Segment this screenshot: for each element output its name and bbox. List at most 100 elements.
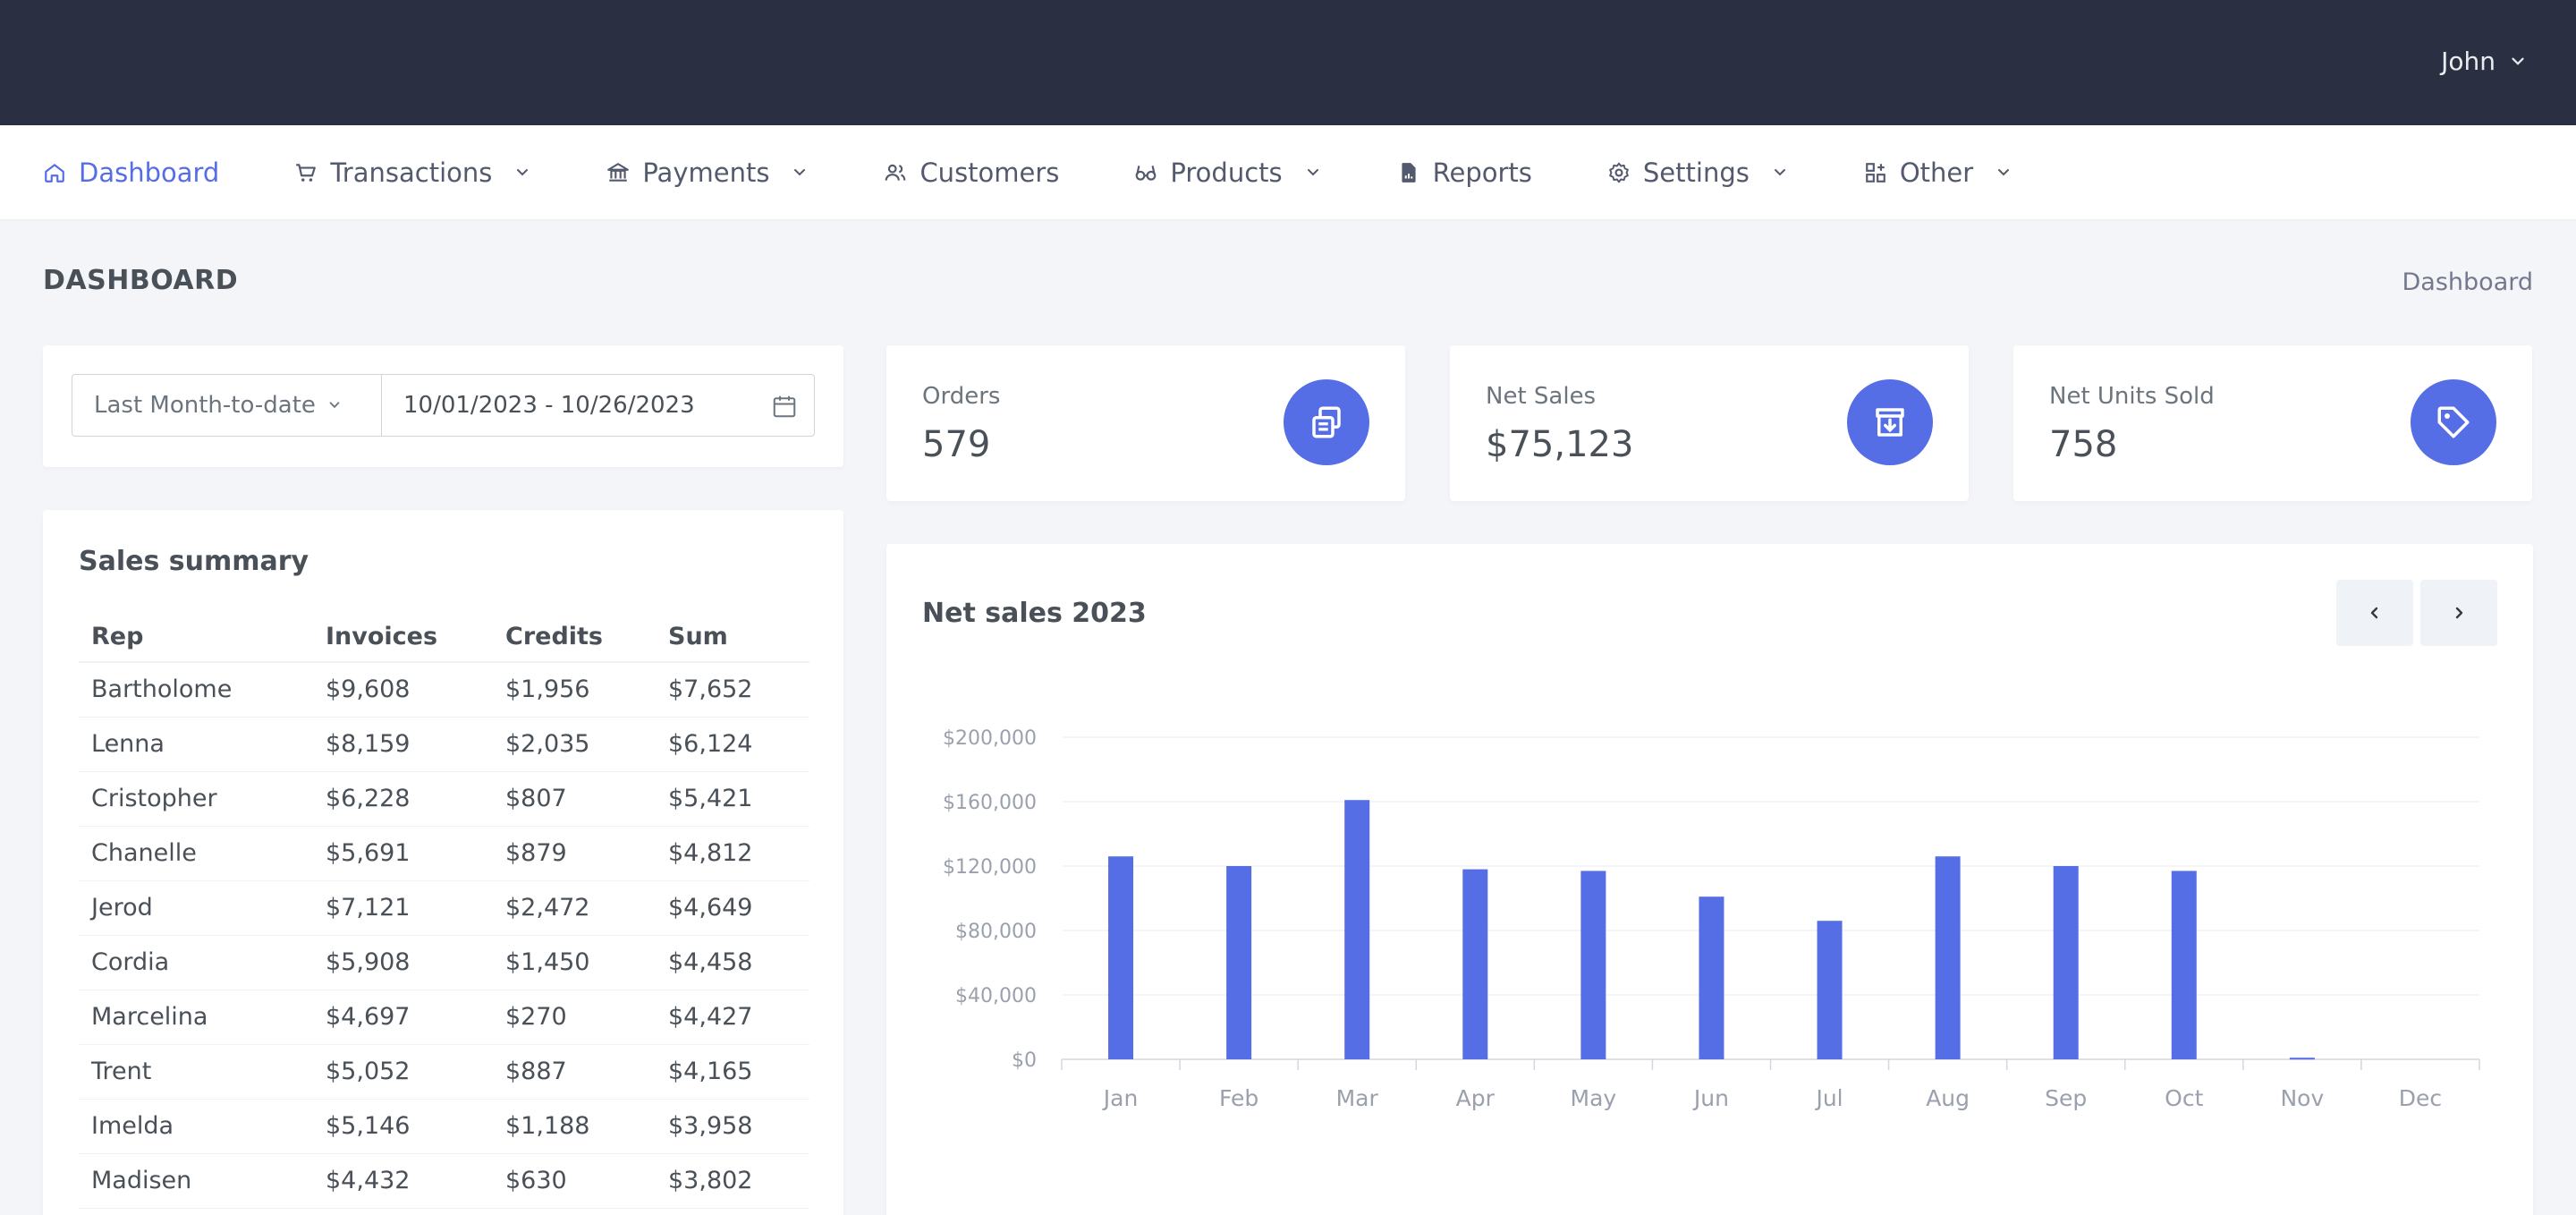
tag-icon bbox=[2411, 379, 2496, 465]
nav-item-customers[interactable]: Customers bbox=[884, 157, 1059, 188]
report-file-icon bbox=[1397, 161, 1420, 184]
bar-jun bbox=[1699, 896, 1724, 1059]
table-cell: $5,691 bbox=[313, 826, 493, 881]
chevron-left-icon bbox=[2370, 607, 2378, 619]
table-cell: $5,421 bbox=[656, 771, 809, 827]
user-menu[interactable]: John bbox=[2441, 47, 2528, 76]
chevron-down-icon bbox=[517, 168, 529, 175]
table-cell: $4,458 bbox=[656, 935, 809, 990]
nav-item-reports[interactable]: Reports bbox=[1397, 157, 1532, 188]
table-cell: Madisen bbox=[79, 1153, 313, 1209]
nav-item-transactions[interactable]: Transactions bbox=[294, 157, 531, 188]
nav-item-products[interactable]: Products bbox=[1134, 157, 1321, 188]
table-cell: $5,908 bbox=[313, 935, 493, 990]
table-cell: $5,052 bbox=[313, 1044, 493, 1100]
x-tick-label: Feb bbox=[1219, 1085, 1258, 1111]
table-row: Jerod $7,121 $2,472 $4,649 bbox=[79, 880, 809, 936]
nav-label: Reports bbox=[1432, 157, 1532, 188]
nav-item-dashboard[interactable]: Dashboard bbox=[43, 157, 219, 188]
table-header-row: Rep Invoices Credits Sum bbox=[79, 612, 809, 663]
table-cell: $4,697 bbox=[313, 990, 493, 1045]
calendar-icon[interactable] bbox=[771, 393, 798, 420]
next-year-button[interactable] bbox=[2420, 580, 2497, 646]
kpi-card-orders: Orders 579 bbox=[886, 345, 1405, 501]
x-tick-label: Aug bbox=[1926, 1085, 1970, 1111]
date-range-value: Last Month-to-date bbox=[94, 392, 316, 419]
date-filter-group: Last Month-to-date 10/01/2023 - 10/26/20… bbox=[72, 374, 815, 437]
table-cell: Trent bbox=[79, 1044, 313, 1100]
cart-icon bbox=[294, 161, 318, 184]
table-cell: $4,432 bbox=[313, 1153, 493, 1209]
chevron-down-icon bbox=[2512, 57, 2524, 65]
x-tick-label: Jun bbox=[1692, 1085, 1729, 1111]
table-row: Cordia $5,908 $1,450 $4,458 bbox=[79, 935, 809, 990]
column-header[interactable]: Sum bbox=[656, 612, 809, 663]
bar-may bbox=[1580, 871, 1606, 1059]
table-row: Chanelle $5,691 $879 $4,812 bbox=[79, 826, 809, 881]
table-cell: $7,121 bbox=[313, 880, 493, 936]
table-cell: $879 bbox=[493, 826, 656, 881]
bank-icon bbox=[606, 161, 630, 184]
table-cell: Cordia bbox=[79, 935, 313, 990]
date-range-text: 10/01/2023 - 10/26/2023 bbox=[403, 392, 695, 419]
table-cell: $9,608 bbox=[313, 662, 493, 718]
kpi-label: Orders bbox=[922, 383, 1001, 410]
page-title: DASHBOARD bbox=[43, 265, 239, 296]
kpi-label: Net Sales bbox=[1486, 383, 1597, 410]
bar-jan bbox=[1108, 856, 1134, 1059]
kpi-label: Net Units Sold bbox=[2049, 383, 2215, 410]
date-range-select[interactable]: Last Month-to-date bbox=[72, 375, 382, 436]
table-row: Lenna $8,159 $2,035 $6,124 bbox=[79, 717, 809, 772]
sales-summary-table: Rep Invoices Credits Sum Bartholome $9,60… bbox=[79, 612, 809, 1209]
table-row: Marcelina $4,697 $270 $4,427 bbox=[79, 990, 809, 1045]
chevron-right-icon bbox=[2455, 607, 2463, 619]
kpi-value: 758 bbox=[2049, 424, 2118, 465]
users-icon bbox=[884, 161, 907, 184]
nav-item-other[interactable]: Other bbox=[1864, 157, 2012, 188]
nav-item-settings[interactable]: Settings bbox=[1607, 157, 1789, 188]
nav-item-payments[interactable]: Payments bbox=[606, 157, 809, 188]
table-cell: Bartholome bbox=[79, 662, 313, 718]
net-sales-bar-chart: $0 $40,000 $80,000 $120,000 $160,000 $200,000… bbox=[943, 727, 2480, 1111]
column-header[interactable]: Credits bbox=[493, 612, 656, 663]
nav-label: Other bbox=[1899, 157, 1974, 188]
sales-summary-title: Sales summary bbox=[79, 546, 309, 577]
chevron-down-icon bbox=[1998, 168, 2010, 175]
x-tick-label: Dec bbox=[2399, 1085, 2442, 1111]
y-tick-label: $120,000 bbox=[943, 856, 1037, 879]
nav-label: Payments bbox=[642, 157, 770, 188]
home-icon bbox=[43, 161, 66, 184]
table-cell: $1,450 bbox=[493, 935, 656, 990]
y-tick-label: $0 bbox=[1012, 1049, 1037, 1072]
column-header[interactable]: Rep bbox=[79, 612, 313, 663]
table-row: Bartholome $9,608 $1,956 $7,652 bbox=[79, 662, 809, 718]
previous-year-button[interactable] bbox=[2336, 580, 2413, 646]
breadcrumb[interactable]: Dashboard bbox=[2402, 268, 2533, 296]
nav-label: Customers bbox=[919, 157, 1060, 188]
user-name: John bbox=[2441, 47, 2496, 76]
table-cell: Lenna bbox=[79, 717, 313, 772]
bar-jul bbox=[1817, 921, 1843, 1059]
top-header: John bbox=[0, 0, 2576, 125]
table-cell: $1,188 bbox=[493, 1099, 656, 1154]
bar-mar bbox=[1344, 800, 1370, 1059]
glasses-icon bbox=[1134, 161, 1157, 184]
x-tick-label: Mar bbox=[1336, 1085, 1379, 1111]
table-cell: $2,035 bbox=[493, 717, 656, 772]
table-row: Cristopher $6,228 $807 $5,421 bbox=[79, 771, 809, 827]
date-range-input[interactable]: 10/01/2023 - 10/26/2023 bbox=[382, 375, 814, 436]
net-sales-chart-card: Net sales 2023 $0 $40,000 $80,000 $120,000 $… bbox=[886, 544, 2533, 1215]
y-tick-label: $160,000 bbox=[943, 792, 1037, 814]
kpi-value: 579 bbox=[922, 424, 991, 465]
y-tick-label: $80,000 bbox=[955, 921, 1037, 943]
x-tick-label: Sep bbox=[2045, 1085, 2087, 1111]
bar-feb bbox=[1226, 866, 1252, 1059]
table-cell: $8,159 bbox=[313, 717, 493, 772]
chevron-down-icon bbox=[1774, 168, 1785, 175]
chevron-down-icon bbox=[329, 402, 340, 409]
table-cell: $4,165 bbox=[656, 1044, 809, 1100]
nav-label: Dashboard bbox=[79, 157, 220, 188]
y-tick-label: $200,000 bbox=[943, 727, 1037, 750]
x-tick-label: Oct bbox=[2165, 1085, 2203, 1111]
column-header[interactable]: Invoices bbox=[313, 612, 493, 663]
